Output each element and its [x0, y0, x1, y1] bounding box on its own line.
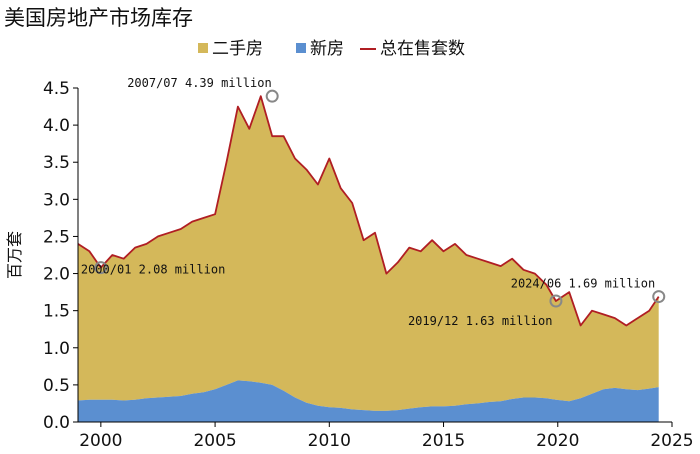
plot-area: 0.0 0.5 1.0 1.5 2.0 2.5 3.0 3.5 4.0 4.5 2000 2005 20…	[43, 76, 694, 451]
legend: 二手房 新房 总在售套数	[198, 39, 465, 59]
series-area-existing	[78, 96, 659, 411]
y-tick-label: 1.5	[43, 302, 70, 322]
legend-label-total: 总在售套数	[380, 39, 465, 59]
y-tick-label: 0.5	[43, 376, 70, 396]
legend-label-existing: 二手房	[212, 39, 263, 59]
y-tick-label: 3.5	[43, 153, 70, 173]
chart-title: 美国房地产市场库存	[4, 6, 193, 30]
series-line-total	[77, 95, 660, 327]
annotation-label: 2007/07 4.39 million	[127, 76, 272, 90]
x-tick-label: 2025	[650, 431, 693, 451]
x-tick-label: 2020	[536, 431, 579, 451]
y-axis-label: 百万套	[5, 231, 24, 279]
annotation-label: 2019/12 1.63 million	[408, 314, 553, 328]
x-tick-label: 2000	[79, 431, 122, 451]
y-tick-label: 1.0	[43, 339, 70, 359]
legend-swatch-new	[296, 43, 306, 53]
y-tick-label: 2.5	[43, 227, 70, 247]
annotation-label: 2024/06 1.69 million	[511, 277, 656, 291]
annotation-marker	[94, 261, 108, 275]
x-tick-label: 2010	[308, 431, 351, 451]
x-tick-label: 2015	[422, 431, 465, 451]
series-area-new	[78, 380, 659, 422]
annotation-marker	[652, 290, 666, 304]
annotation-label: 2000/01 2.08 million	[81, 263, 226, 277]
annotation-marker	[265, 89, 279, 103]
y-tick-label: 2.0	[43, 265, 70, 285]
legend-label-new: 新房	[310, 39, 344, 59]
x-tick-label: 2005	[193, 431, 236, 451]
annotation-marker	[549, 294, 563, 308]
y-tick-label: 4.0	[43, 116, 70, 136]
y-tick-label: 0.0	[43, 413, 70, 433]
y-tick-label: 3.0	[43, 190, 70, 210]
y-tick-label: 4.5	[43, 79, 70, 99]
legend-swatch-existing	[198, 43, 208, 53]
